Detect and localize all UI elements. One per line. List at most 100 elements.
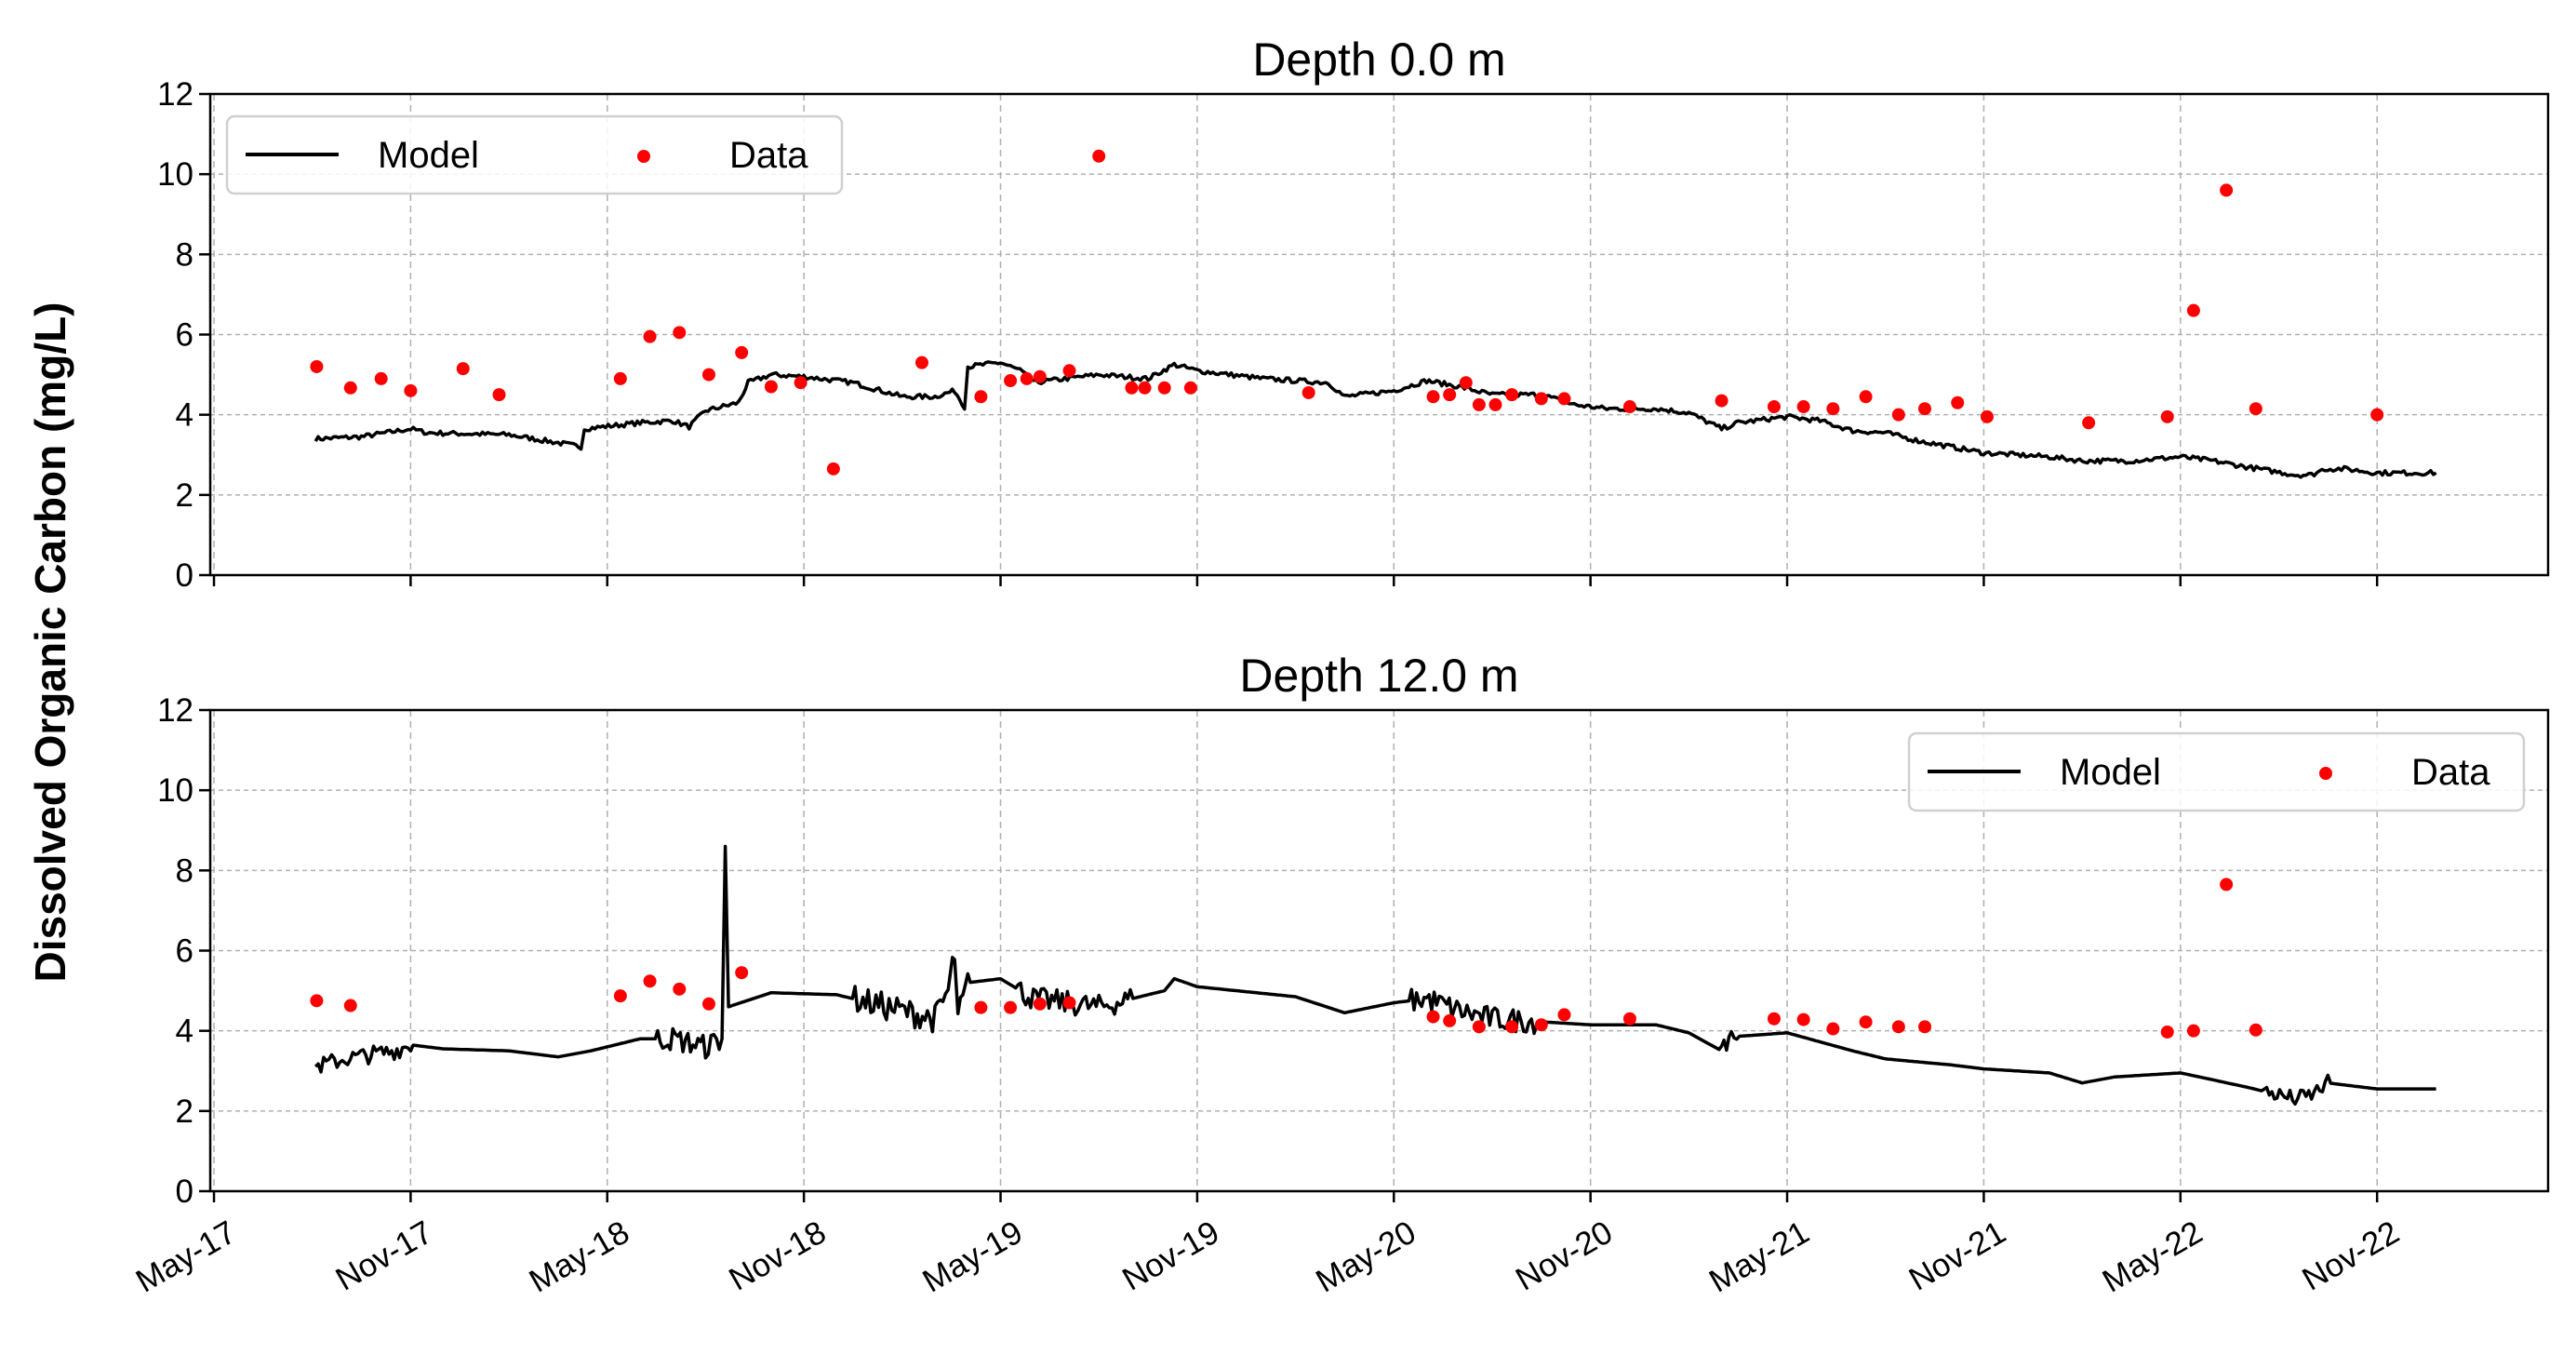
legend-data-marker-icon	[637, 150, 650, 163]
data-point	[2370, 408, 2384, 422]
data-point	[343, 999, 357, 1013]
x-tick-label: May-21	[1703, 1214, 1816, 1299]
legend-label-data: Data	[2411, 752, 2490, 793]
data-point	[1622, 400, 1636, 414]
data-point	[1020, 371, 1034, 385]
data-point	[974, 1000, 988, 1014]
data-point	[456, 362, 470, 376]
x-tick-label: May-18	[523, 1214, 635, 1299]
data-point	[764, 380, 778, 394]
data-point	[2160, 409, 2174, 423]
data-point	[2186, 303, 2200, 317]
data-point	[826, 462, 840, 476]
data-point	[1125, 381, 1139, 395]
legend-label-data: Data	[729, 135, 808, 176]
data-point	[343, 381, 357, 395]
data-point	[1004, 374, 1018, 388]
data-point	[1826, 1022, 1840, 1036]
y-tick-label: 2	[176, 1093, 194, 1130]
legend-data-marker-icon	[2319, 767, 2332, 780]
y-tick-label: 0	[176, 557, 194, 594]
y-axis-label: Dissolved Organic Carbon (mg/L)	[26, 302, 74, 983]
y-tick-label: 12	[157, 76, 194, 113]
model-line	[314, 360, 2437, 479]
y-tick-label: 0	[176, 1174, 194, 1210]
data-point	[1918, 402, 1932, 416]
data-point	[1534, 392, 1548, 406]
data-point	[1183, 381, 1197, 395]
data-point	[2186, 1024, 2200, 1038]
data-point	[914, 355, 928, 369]
data-point	[1767, 400, 1781, 414]
legend-box	[225, 114, 844, 195]
legend: Model Data	[225, 114, 844, 195]
data-point	[1859, 390, 1873, 404]
data-point	[1488, 397, 1502, 411]
data-point	[701, 368, 715, 382]
data-point	[1534, 1018, 1548, 1032]
data-point	[1157, 381, 1171, 395]
data-point	[613, 989, 627, 1003]
data-point	[2160, 1025, 2174, 1039]
data-point	[1622, 1012, 1636, 1026]
legend-label-model: Model	[378, 135, 479, 176]
data-point	[1826, 402, 1840, 416]
data-point	[1092, 149, 1106, 163]
subplot-title: Depth 0.0 m	[1252, 34, 1505, 86]
data-point	[735, 966, 749, 980]
x-tick-label: Nov-17	[329, 1214, 438, 1297]
subplot-depth-12: May-17 Nov-17 May-18 Nov-18 May-19 Nov-19 May-…	[130, 650, 2550, 1300]
data-point	[673, 326, 687, 340]
data-point	[1505, 1020, 1519, 1034]
data-point	[1918, 1020, 1932, 1034]
data-point	[1033, 997, 1047, 1011]
data-point	[1859, 1015, 1873, 1029]
data-point	[1062, 364, 1076, 378]
data-point	[1980, 409, 1994, 423]
data-point	[1715, 394, 1728, 408]
data-point	[643, 974, 657, 988]
subplot-depth-0: 0 2 4 6 8 10 12 Depth 0.0 m Model Data	[157, 34, 2550, 594]
data-point	[1443, 388, 1457, 402]
data-point	[2249, 1023, 2262, 1037]
x-tick-label: Nov-22	[2296, 1214, 2405, 1297]
data-point	[2220, 878, 2234, 892]
legend-box	[1907, 731, 2526, 812]
data-point	[1505, 388, 1519, 402]
y-tick-label: 4	[176, 397, 194, 434]
data-point	[1138, 381, 1152, 395]
x-tick-label: May-17	[130, 1214, 243, 1299]
data-point	[1796, 1013, 1810, 1026]
data-point	[310, 994, 324, 1008]
model-line	[314, 844, 2436, 1106]
data-point	[974, 390, 988, 404]
data-point	[2220, 183, 2234, 197]
data-point	[1443, 1013, 1457, 1027]
x-tick-label: May-19	[916, 1214, 1029, 1299]
y-tick-label: 8	[176, 236, 194, 273]
y-tick-label: 6	[176, 933, 194, 970]
y-tick-label: 10	[157, 156, 194, 193]
y-tick-label: 4	[176, 1013, 194, 1050]
x-tick-label: Nov-19	[1116, 1214, 1225, 1297]
data-point	[673, 982, 687, 996]
x-tick-label: May-20	[1310, 1214, 1422, 1299]
legend: Model Data	[1907, 731, 2526, 812]
x-tick-label: Nov-21	[1902, 1214, 2011, 1297]
y-tick-label: 6	[176, 317, 194, 354]
data-point	[1891, 1020, 1905, 1034]
data-point	[1426, 390, 1440, 404]
data-point	[613, 371, 627, 385]
legend-label-model: Model	[2060, 752, 2161, 793]
data-point	[643, 329, 657, 343]
axes-frame	[208, 708, 2550, 1193]
y-tick-label: 8	[176, 852, 194, 889]
data-point	[794, 376, 808, 390]
y-tick-label: 12	[157, 692, 194, 729]
data-point	[2249, 402, 2262, 416]
data-point	[1951, 396, 1965, 409]
data-point	[1459, 376, 1473, 390]
data-point	[1472, 397, 1486, 411]
data-point	[310, 359, 324, 373]
